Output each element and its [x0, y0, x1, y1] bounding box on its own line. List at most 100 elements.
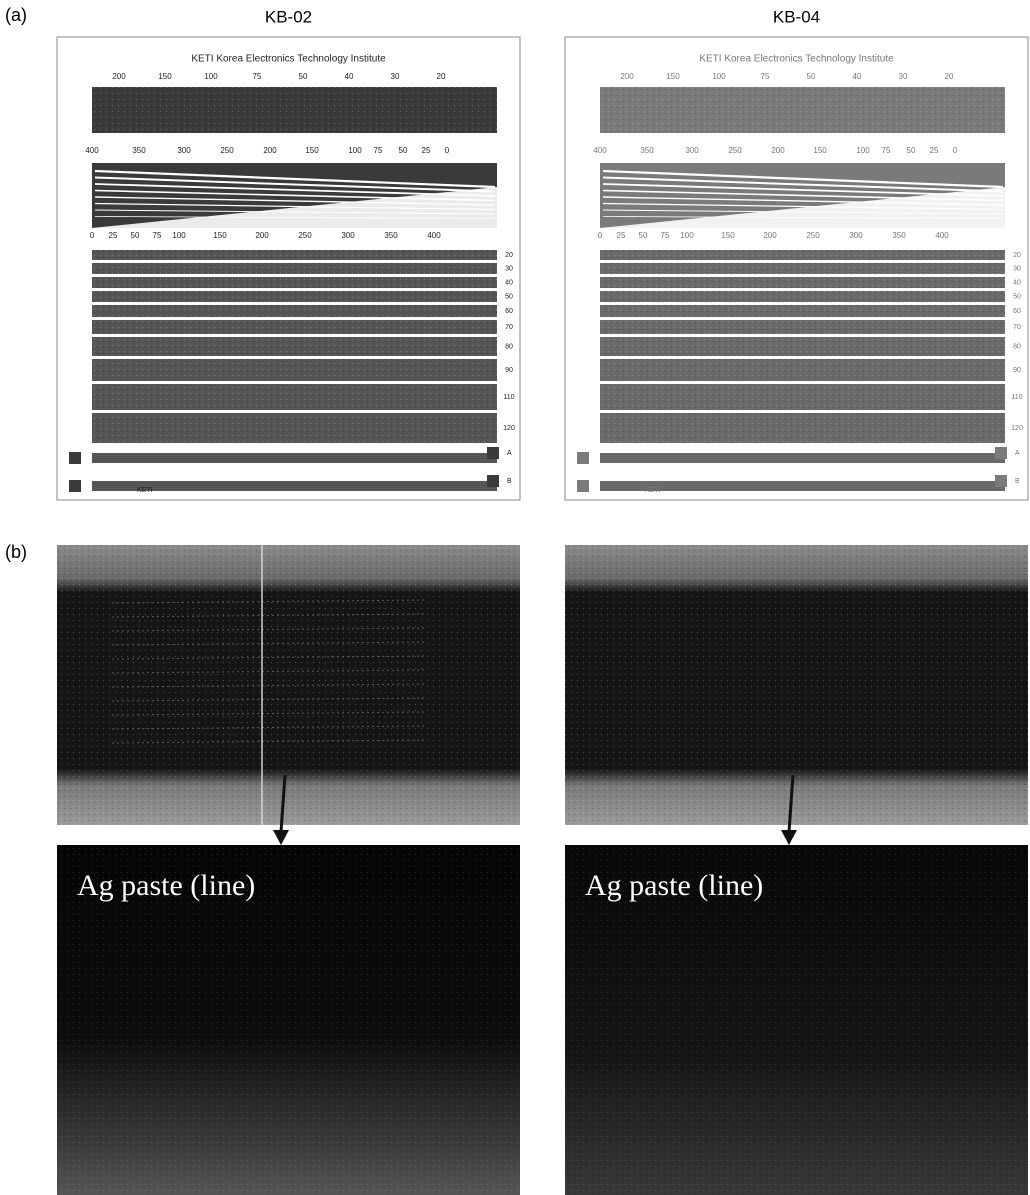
stripe-label: 50 [505, 293, 513, 300]
wedge-line [94, 169, 496, 189]
line-stripe-texture [92, 320, 497, 334]
pattern-number: 300 [849, 231, 863, 240]
pattern-number: 400 [935, 231, 949, 240]
stripe-label: 110 [503, 394, 514, 401]
pattern-number: 200 [763, 231, 777, 240]
pattern-number: 25 [422, 146, 431, 155]
zoom-label: Ag paste (line) [585, 869, 763, 902]
line-stripe-texture [600, 250, 1005, 260]
line-stripe-texture [92, 263, 497, 274]
pattern-number: 25 [617, 231, 626, 240]
line-stripe-texture [92, 305, 497, 317]
line-stripe-texture [600, 277, 1005, 288]
line-stripe-texture [92, 413, 497, 443]
pad-band [600, 453, 1005, 463]
arrow-head [273, 830, 289, 845]
pattern-number: 100 [712, 72, 726, 81]
wedge-line [602, 176, 1004, 193]
stripe-label: 30 [505, 265, 513, 272]
panel-label: (a) [5, 5, 27, 25]
pattern-number: 40 [345, 72, 354, 81]
line-stripe-texture [600, 320, 1005, 334]
pattern-number: 200 [620, 72, 634, 81]
line-stripe-texture [92, 359, 497, 381]
pattern-number: 150 [666, 72, 680, 81]
wedge-line [94, 176, 496, 193]
line-stripe-texture [600, 337, 1005, 356]
panel-title: KB-02 [265, 7, 312, 26]
pattern-number: 100 [348, 146, 362, 155]
arrow-shaft [279, 774, 287, 833]
pad-square [69, 480, 81, 492]
pattern-header: KETI Korea Electronics Technology Instit… [191, 54, 386, 65]
stripe-label: 80 [1013, 343, 1021, 350]
wedge-white [600, 187, 1005, 228]
pattern-number: 75 [153, 231, 162, 240]
wedge-white [92, 187, 497, 228]
pattern-number: 75 [761, 72, 770, 81]
pattern-number: 100 [856, 146, 870, 155]
pad-band [600, 481, 1005, 491]
pattern-number: 100 [172, 231, 186, 240]
line-stripe-texture [92, 384, 497, 410]
pattern-number: 0 [445, 146, 450, 155]
pattern-number: 50 [399, 146, 408, 155]
pattern-number: 50 [807, 72, 816, 81]
wedge-line [602, 169, 1004, 189]
stripe-label: 120 [503, 425, 515, 432]
dot-band-texture [600, 87, 1005, 133]
pattern-number: 250 [728, 146, 742, 155]
line-stripe-texture [600, 305, 1005, 317]
line-stripe-texture [92, 337, 497, 356]
pattern-number: 200 [255, 231, 269, 240]
pad-square [995, 447, 1007, 459]
pad-square [487, 475, 499, 487]
pad-square [577, 452, 589, 464]
line-stripe-texture [92, 277, 497, 288]
pattern-number: 75 [374, 146, 383, 155]
pattern-header: KETI Korea Electronics Technology Instit… [699, 54, 894, 65]
panel-title: KB-04 [773, 7, 820, 26]
pattern-number: 0 [953, 146, 958, 155]
pattern-number: 400 [85, 146, 99, 155]
stripe-label: 40 [1013, 279, 1021, 286]
pad-band [92, 453, 497, 463]
pattern-number: 350 [640, 146, 654, 155]
pad-band [92, 481, 497, 491]
test-pattern: KETI Korea Electronics Technology Instit… [564, 36, 1029, 501]
pattern-number: 75 [882, 146, 891, 155]
test-pattern: KETI Korea Electronics Technology Instit… [56, 36, 521, 501]
line-stripe-texture [600, 291, 1005, 302]
line-stripe-texture [600, 413, 1005, 443]
line-stripe-texture [600, 263, 1005, 274]
stripe-label: 70 [505, 324, 513, 331]
zoom-photo-texture [565, 845, 1028, 1195]
pattern-number: 50 [299, 72, 308, 81]
pattern-number: 30 [391, 72, 400, 81]
pattern-number: 200 [112, 72, 126, 81]
stripe-label: 40 [505, 279, 513, 286]
sample-photo-texture [565, 545, 1028, 825]
pattern-number: 250 [220, 146, 234, 155]
pad-label: A [507, 450, 512, 457]
line-stripe-texture [92, 250, 497, 260]
pattern-number: 50 [639, 231, 648, 240]
panel-label: (b) [5, 542, 27, 562]
stripe-label: 120 [1011, 425, 1023, 432]
arrow-shaft [787, 774, 795, 833]
stripe-label: 60 [1013, 308, 1021, 315]
pattern-number: 350 [132, 146, 146, 155]
pad-square [69, 452, 81, 464]
pad-square [577, 480, 589, 492]
stripe-label: 50 [1013, 293, 1021, 300]
pattern-number: 25 [930, 146, 939, 155]
pad-square [487, 447, 499, 459]
pattern-number: 300 [341, 231, 355, 240]
stripe-label: 90 [505, 367, 513, 374]
dot-band-texture [92, 87, 497, 133]
pattern-number: 250 [298, 231, 312, 240]
stripe-label: 110 [1011, 394, 1022, 401]
pad-label: A [1015, 450, 1020, 457]
stripe-label: 20 [505, 252, 513, 259]
